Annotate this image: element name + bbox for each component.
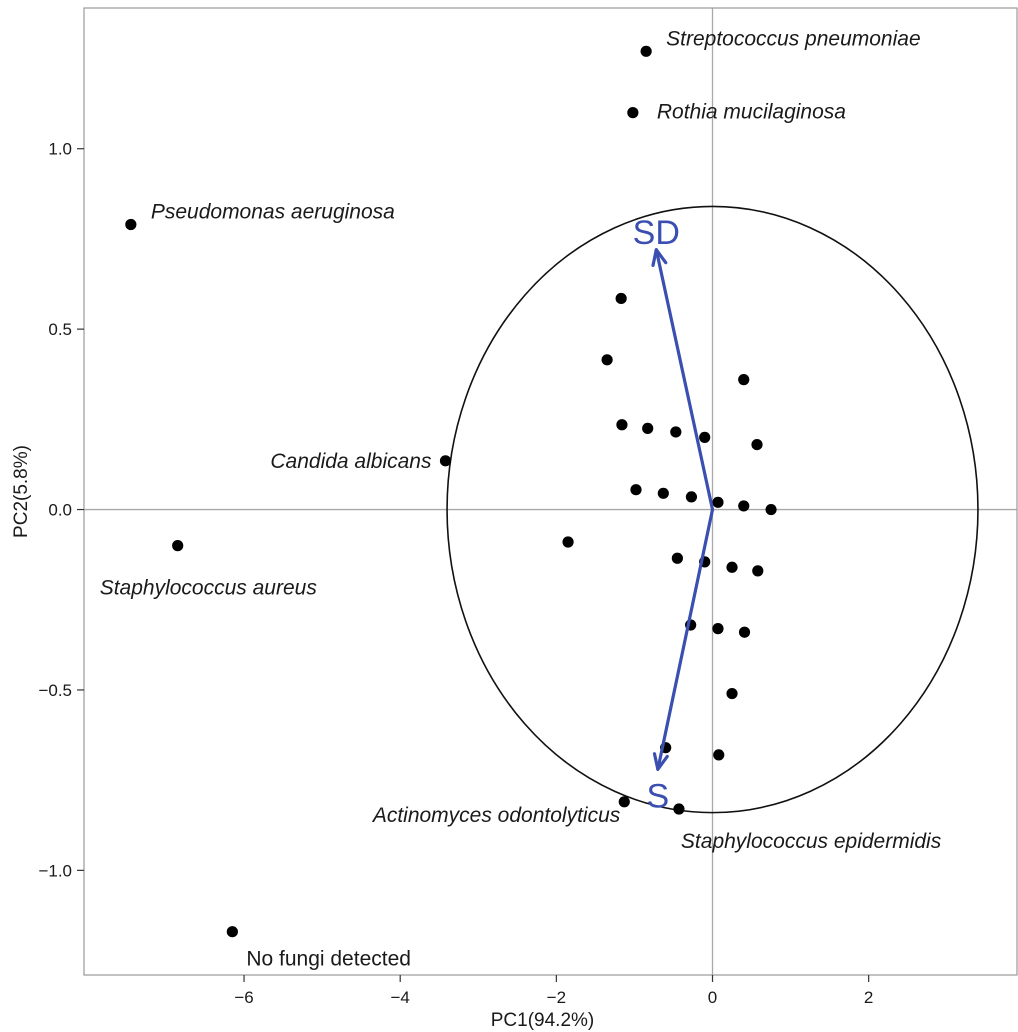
point-staphylococcus-aureus [172,540,184,552]
point-staphylococcus-epidermidis [673,803,685,815]
vector-arrowhead-s [652,752,669,771]
data-point [642,422,654,434]
correlation-ellipse [446,205,979,814]
point-streptococcus-pneumoniae [640,45,652,57]
data-point [765,503,777,516]
vector-label-s: S [647,777,670,815]
point-no-fungi-detected [226,926,238,938]
y-tick-label: 0.0 [48,501,72,520]
vector-label-sd: SD [633,214,680,252]
x-tick-label: −4 [391,988,410,1007]
y-tick-label: 0.5 [48,320,72,339]
data-point [712,496,724,508]
y-tick-label: −1.0 [38,861,72,880]
data-point [726,687,738,700]
point-label: No fungi detected [246,948,411,971]
data-point [726,561,738,573]
point-candida-albicans [439,455,452,467]
data-point [670,426,682,438]
vector-arrowhead-sd [651,248,668,268]
data-point [562,536,574,548]
point-label: Rothia mucilaginosa [657,101,846,124]
point-actinomyces-odontolyticus [618,796,630,808]
data-point [738,500,750,512]
data-point [630,484,642,496]
x-axis-title: PC1(94.2%) [491,1010,595,1031]
x-tick-label: −6 [234,988,253,1007]
data-point [616,419,628,431]
data-point [712,623,724,635]
data-point [699,431,711,443]
point-label: Candida albicans [270,450,432,473]
y-axis-title: PC2(5.8%) [11,445,32,538]
point-rothia-mucilaginosa [627,107,639,119]
data-point [738,626,751,638]
data-point [752,565,764,577]
point-label: Pseudomonas aeruginosa [151,200,395,223]
point-label: Actinomyces odontolyticus [371,804,621,827]
data-point [671,552,683,564]
vector-s [656,507,715,771]
data-point [601,354,613,366]
data-point [685,491,698,503]
y-tick-label: 1.0 [48,140,72,159]
plot-frame [83,7,1018,976]
point-pseudomonas-aeruginosa [125,218,137,231]
x-tick-label: 2 [864,988,873,1007]
data-point [713,749,725,761]
vector-sd [654,248,715,512]
data-point [657,487,669,499]
point-label: Streptococcus pneumoniae [666,27,921,50]
data-point [738,374,750,386]
data-point [615,292,627,305]
data-point [751,438,763,451]
x-tick-label: −2 [547,988,566,1007]
point-label: Staphylococcus epidermidis [681,830,942,853]
y-tick-label: −0.5 [38,681,72,700]
x-tick-label: 0 [708,988,717,1007]
point-label: Staphylococcus aureus [100,577,318,600]
